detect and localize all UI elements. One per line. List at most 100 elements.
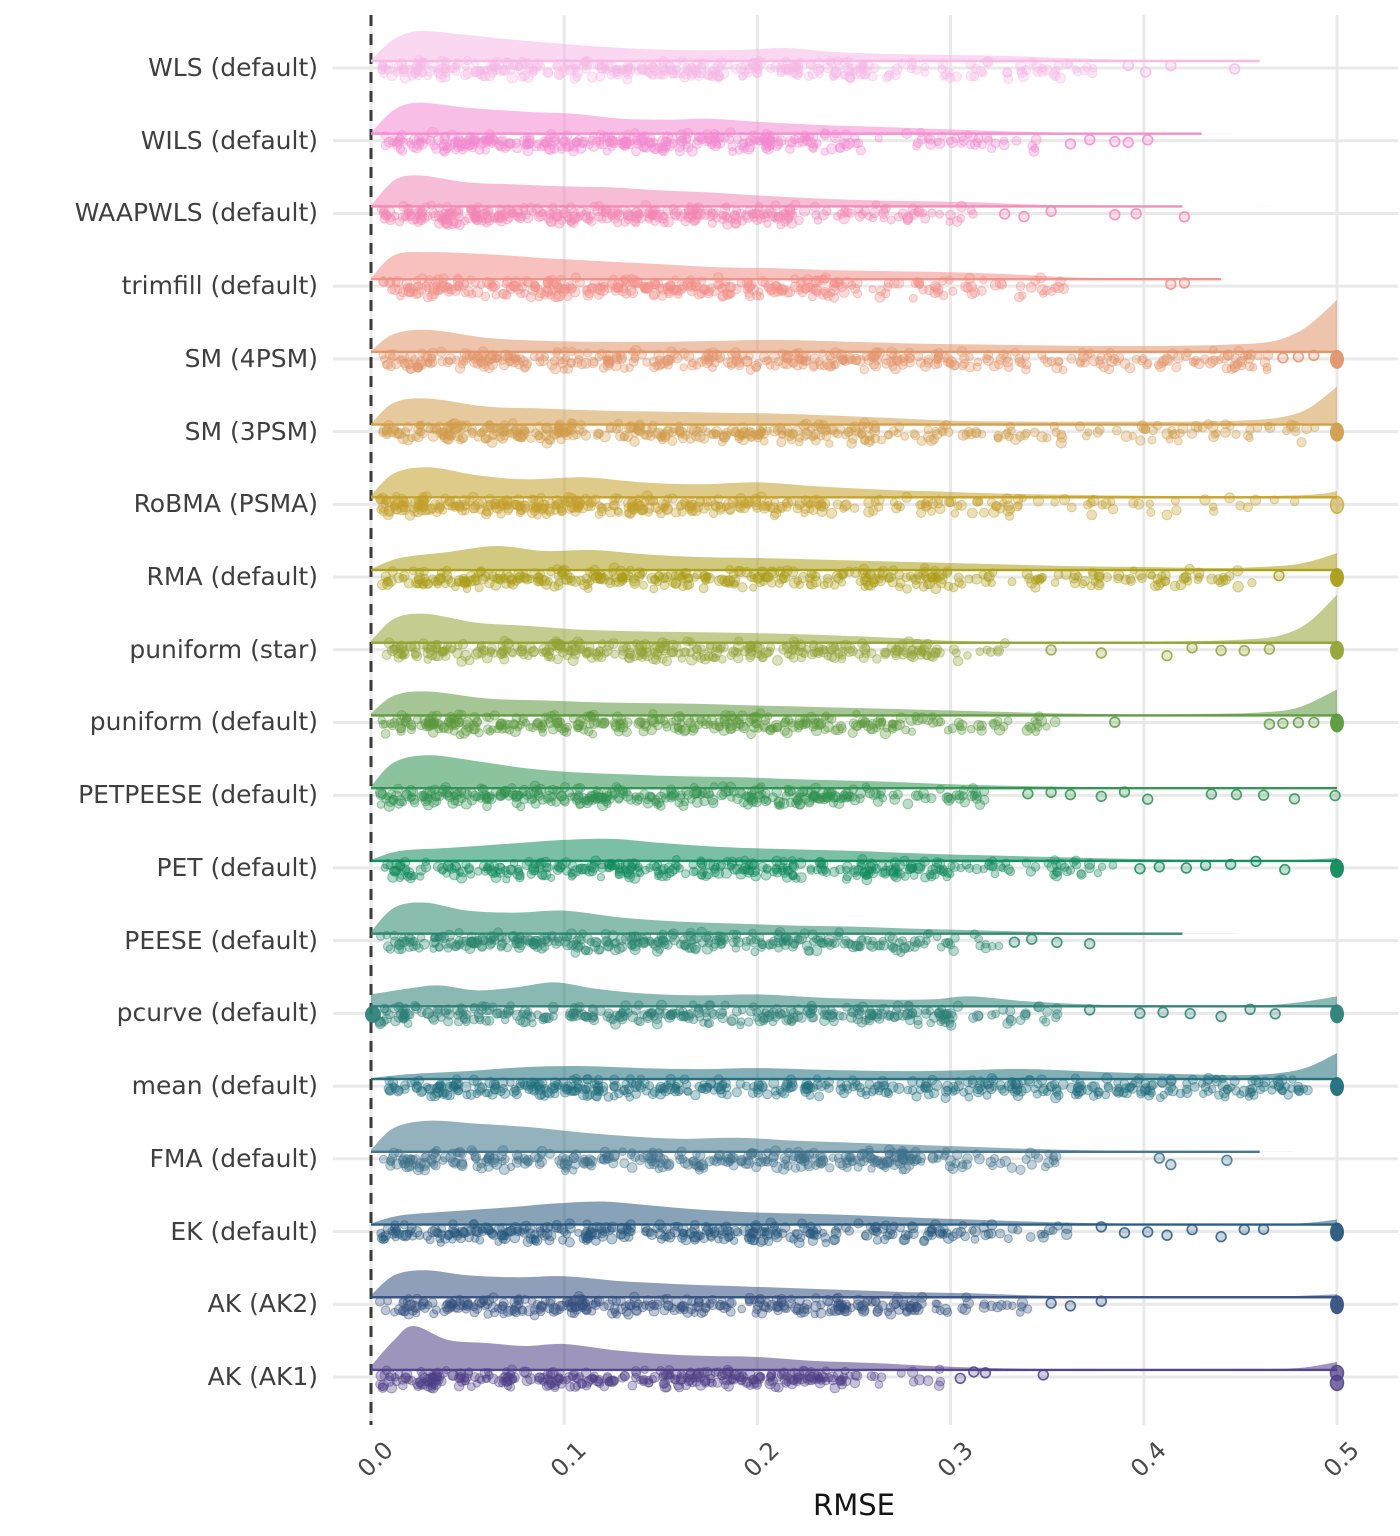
data-point — [856, 69, 866, 80]
data-point — [1074, 421, 1086, 432]
data-point — [632, 277, 643, 288]
data-point — [656, 69, 666, 80]
data-point — [943, 725, 953, 735]
data-point — [462, 61, 471, 71]
data-point — [882, 724, 891, 733]
data-point — [870, 423, 881, 434]
data-point — [417, 500, 429, 512]
data-point — [504, 350, 513, 359]
data-point — [858, 652, 870, 664]
data-point — [771, 786, 783, 798]
data-point — [800, 495, 811, 505]
data-point — [570, 496, 581, 507]
data-point — [630, 60, 641, 71]
data-point — [386, 70, 398, 82]
data-point — [1086, 509, 1098, 521]
data-point — [615, 431, 626, 442]
data-point — [925, 929, 934, 938]
outlier-point — [1122, 136, 1135, 149]
data-point — [405, 64, 415, 74]
data-point — [856, 60, 866, 70]
data-point — [423, 71, 433, 81]
data-point — [449, 713, 459, 724]
data-point — [572, 72, 582, 82]
data-point — [815, 65, 825, 74]
data-point — [524, 62, 535, 73]
data-point — [907, 645, 917, 655]
data-point — [753, 723, 763, 733]
data-point — [1289, 496, 1300, 507]
data-point — [698, 58, 710, 70]
data-point — [616, 785, 628, 796]
density-pcurve-default — [371, 982, 1337, 1007]
data-point — [969, 71, 980, 82]
data-point — [392, 68, 402, 77]
data-point — [552, 62, 562, 71]
data-point — [920, 68, 930, 77]
data-point — [511, 940, 520, 949]
data-point — [752, 68, 762, 78]
density-peese-default — [371, 902, 1337, 934]
data-point — [583, 348, 593, 358]
data-point — [525, 642, 536, 654]
data-point — [647, 62, 659, 74]
data-point — [567, 64, 579, 75]
outlier-point — [1329, 789, 1341, 802]
data-point — [1015, 281, 1026, 292]
data-point — [783, 784, 792, 794]
data-point — [902, 798, 914, 810]
data-point — [443, 929, 455, 942]
data-point — [1171, 505, 1182, 516]
data-point — [378, 61, 388, 71]
data-point — [913, 206, 925, 218]
data-point — [731, 356, 742, 367]
data-point — [696, 856, 706, 865]
data-point — [506, 65, 516, 75]
data-point — [613, 283, 623, 293]
data-point — [809, 640, 818, 649]
outlier-point — [1205, 788, 1218, 800]
data-point — [781, 56, 791, 66]
data-point — [728, 786, 739, 797]
data-point — [973, 357, 983, 367]
data-point — [1014, 291, 1025, 303]
data-point — [544, 434, 555, 445]
data-point — [502, 57, 512, 68]
data-point — [475, 66, 485, 76]
data-point — [437, 63, 448, 73]
cluster-at-max — [1330, 422, 1344, 442]
data-point — [1088, 64, 1098, 73]
data-point — [551, 938, 562, 949]
data-point — [933, 355, 942, 365]
data-point — [778, 571, 791, 583]
data-point — [488, 725, 497, 734]
data-point — [632, 135, 642, 146]
data-point — [894, 569, 905, 580]
data-point — [590, 936, 601, 948]
data-point — [822, 577, 834, 589]
data-point — [393, 61, 404, 72]
data-point — [497, 426, 509, 437]
data-point — [451, 66, 461, 76]
data-point — [850, 67, 862, 80]
data-point — [563, 59, 575, 70]
data-point — [748, 59, 760, 71]
data-point — [580, 56, 591, 66]
data-point — [805, 59, 816, 70]
data-point — [496, 136, 507, 147]
data-point — [435, 68, 447, 80]
data-point — [522, 212, 534, 224]
data-point — [477, 573, 489, 585]
data-point — [384, 60, 393, 69]
data-point — [1062, 58, 1073, 70]
data-point — [793, 60, 804, 72]
data-point — [753, 66, 762, 75]
data-point — [602, 60, 614, 71]
data-point — [554, 218, 565, 229]
data-point — [588, 131, 598, 141]
data-point — [488, 571, 499, 582]
data-point — [543, 425, 553, 436]
data-point — [708, 508, 719, 519]
data-point — [570, 948, 581, 958]
